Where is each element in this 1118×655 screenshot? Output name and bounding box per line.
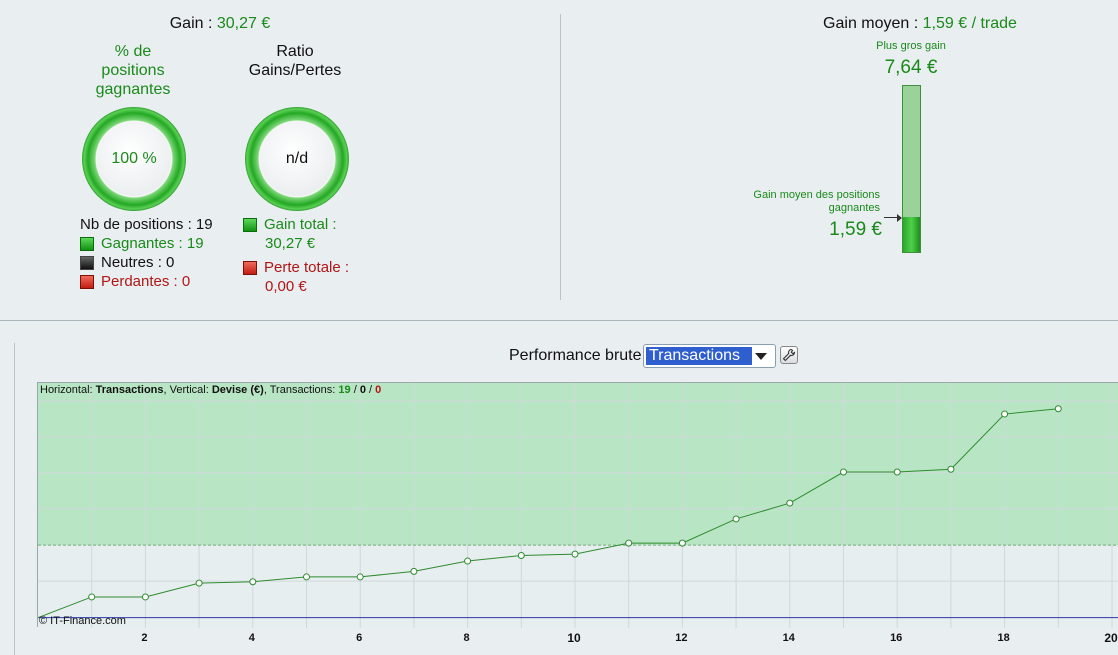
gain-moyen-positions-label: Gain moyen des positions gagnantes [720, 189, 880, 215]
plus-gros-gain-value: 7,64 € [884, 57, 938, 78]
legend-gain-total: Gain total : [243, 216, 337, 233]
legend-neutres: Neutres : 0 [80, 254, 174, 271]
data-point [732, 515, 740, 523]
win-pct-title-line: % de [114, 43, 152, 60]
data-point [303, 573, 310, 581]
perdantes-text: Perdantes : 0 [101, 273, 191, 290]
gain-summary: Gain : 30,27 € [150, 15, 290, 33]
ratio-title-line: Ratio [276, 43, 314, 60]
transactions-label: Transactions: [269, 384, 336, 396]
legend-perdantes: Perdantes : 0 [80, 273, 190, 290]
copyright: © IT-Finance.com [39, 615, 126, 627]
x-tick-label: 8 [463, 632, 470, 644]
gain-moyen-positions-line: gagnantes [828, 202, 880, 214]
vertical-value: Devise (€) [211, 384, 264, 396]
win-pct-value: 100 % [97, 122, 171, 196]
legend-gagnantes: Gagnantes : 19 [80, 235, 204, 252]
x-tick-label: 2 [141, 632, 148, 644]
ratio-donut: n/d [245, 107, 349, 211]
x-tick-label: 10 [567, 631, 581, 645]
data-point [840, 468, 847, 476]
horizontal-value: Transactions [95, 384, 164, 396]
ratio-value: n/d [260, 122, 334, 196]
x-tick-label: 12 [675, 632, 688, 644]
chevron-down-icon [755, 353, 767, 360]
transactions-neutral: 0 [359, 384, 366, 396]
ratio-title-line: Gains/Pertes [248, 62, 342, 79]
gain-gauge-fill [903, 217, 920, 252]
x-tick-label: 4 [248, 632, 255, 644]
gain-moyen-positions-value: 1,59 € [829, 219, 882, 240]
gain-moyen-label: Gain moyen : [823, 15, 919, 32]
data-point [464, 557, 472, 565]
gain-total-label: Gain total : [264, 216, 337, 233]
horizontal-label: Horizontal: [40, 384, 93, 396]
performance-title: Performance brute [509, 347, 642, 364]
gauge-marker-line [884, 217, 901, 218]
win-pct-title-line: positions [101, 62, 165, 79]
perte-totale-label: Perte totale : [264, 259, 350, 276]
data-point [893, 468, 901, 476]
x-tick-label: 20 [1104, 631, 1118, 645]
gagnantes-text: Gagnantes : 19 [101, 235, 204, 252]
neutres-text: Neutres : 0 [101, 254, 175, 271]
gain-moyen-positions-line: Gain moyen des positions [753, 189, 880, 201]
x-tick-label: 18 [997, 632, 1010, 644]
wrench-icon [782, 348, 796, 362]
gain-label: Gain : [169, 15, 213, 32]
data-point [356, 573, 364, 581]
data-point [249, 578, 257, 586]
win-pct-title: % de positions gagnantes [70, 42, 196, 99]
data-point [88, 593, 96, 601]
performance-chart [37, 382, 1118, 628]
data-point [1001, 410, 1009, 418]
black-swatch-icon [80, 255, 94, 270]
x-tick-label: 14 [782, 632, 795, 644]
x-tick-label: 6 [356, 632, 363, 644]
ratio-title: Ratio Gains/Pertes [225, 42, 365, 80]
data-point [947, 465, 955, 473]
wrench-button[interactable] [780, 346, 798, 364]
transactions-losses: 0 [375, 384, 382, 396]
gain-total-value: 30,27 € [265, 235, 316, 252]
top-divider [560, 14, 561, 300]
x-tick-label: 16 [890, 632, 903, 644]
data-point [195, 579, 203, 587]
series-line [38, 408, 1059, 619]
chart-mode-selected: Transactions [646, 347, 752, 365]
gain-moyen-value: 1,59 € / trade [922, 15, 1017, 32]
data-point [678, 539, 686, 547]
gain-moyen: Gain moyen : 1,59 € / trade [790, 15, 1050, 33]
nb-positions: Nb de positions : 19 [80, 216, 213, 233]
data-point [571, 550, 579, 558]
performance-chart-svg [38, 383, 1118, 628]
gain-gauge [902, 85, 921, 253]
chart-mode-select[interactable]: Transactions [643, 344, 776, 368]
data-point [1054, 405, 1062, 413]
gain-value: 30,27 € [216, 15, 271, 32]
data-point [786, 499, 794, 507]
legend-perte-totale: Perte totale : [243, 259, 349, 276]
green-swatch-icon [243, 217, 257, 232]
chart-info: Horizontal: Transactions, Vertical: Devi… [40, 384, 382, 396]
perte-totale-value: 0,00 € [265, 278, 307, 295]
data-point [625, 539, 633, 547]
red-swatch-icon [243, 260, 257, 275]
data-point [141, 593, 149, 601]
data-point [517, 552, 525, 560]
chart-left-edge [14, 343, 15, 655]
vertical-label: Vertical: [169, 384, 209, 396]
green-swatch-icon [80, 236, 94, 251]
plus-gros-gain-label: Plus gros gain [876, 40, 946, 52]
data-point [410, 567, 418, 575]
positive-zone [38, 383, 1118, 546]
arrow-right-icon [897, 214, 902, 222]
red-swatch-icon [80, 274, 94, 289]
transactions-wins: 19 [338, 384, 351, 396]
section-divider [0, 320, 1118, 321]
win-pct-title-line: gagnantes [95, 81, 171, 98]
win-pct-donut: 100 % [82, 107, 186, 211]
